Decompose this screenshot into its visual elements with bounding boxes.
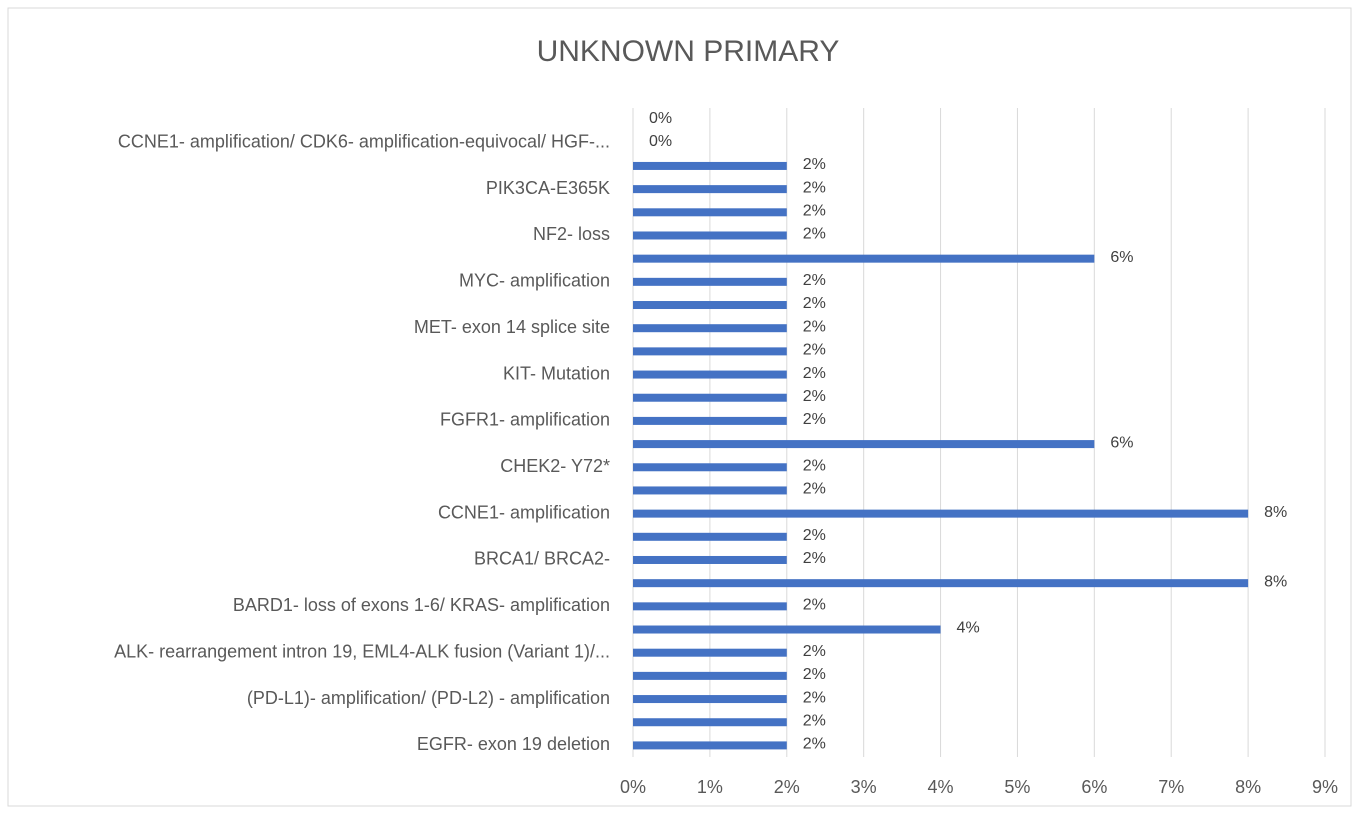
bar — [633, 579, 1249, 588]
x-tick-label: 9% — [1312, 777, 1338, 797]
data-label: 4% — [957, 620, 980, 637]
bar — [633, 486, 787, 495]
x-tick-label: 0% — [620, 777, 646, 797]
y-tick-label: (PD-L1)- amplification/ (PD-L2) - amplif… — [247, 688, 610, 708]
bar — [633, 741, 787, 750]
y-tick-label: PIK3CA-E365K — [486, 178, 610, 198]
bar — [633, 532, 787, 541]
data-label: 0% — [649, 110, 672, 127]
x-tick-label: 6% — [1081, 777, 1107, 797]
y-tick-label: NF2- loss — [533, 224, 610, 244]
data-label: 2% — [803, 457, 826, 474]
data-label: 2% — [803, 365, 826, 382]
y-tick-label: CHEK2- Y72* — [500, 456, 610, 476]
y-tick-label: BRCA1/ BRCA2- — [474, 549, 610, 569]
bar — [633, 208, 787, 217]
data-label: 2% — [803, 295, 826, 312]
x-tick-label: 4% — [928, 777, 954, 797]
bar — [633, 185, 787, 194]
chart-border — [7, 7, 1352, 807]
x-tick-label: 2% — [774, 777, 800, 797]
data-label: 2% — [803, 203, 826, 220]
data-label: 2% — [803, 689, 826, 706]
data-label: 2% — [803, 179, 826, 196]
bar — [633, 301, 787, 310]
bar — [633, 254, 1095, 263]
y-tick-label: MET- exon 14 splice site — [414, 317, 610, 337]
y-tick-label: FGFR1- amplification — [440, 410, 610, 430]
data-label: 6% — [1110, 249, 1133, 266]
y-tick-label: KIT- Mutation — [503, 363, 610, 383]
bar — [633, 370, 787, 379]
data-label: 2% — [803, 527, 826, 544]
bar — [633, 648, 787, 657]
data-label: 2% — [803, 666, 826, 683]
y-tick-label: EGFR- exon 19 deletion — [417, 734, 610, 754]
data-label: 2% — [803, 156, 826, 173]
x-tick-label: 5% — [1004, 777, 1030, 797]
bar — [633, 625, 941, 634]
x-tick-label: 7% — [1158, 777, 1184, 797]
bar — [633, 463, 787, 472]
bar — [633, 695, 787, 704]
data-label: 2% — [803, 481, 826, 498]
data-label: 2% — [803, 342, 826, 359]
x-tick-label: 3% — [851, 777, 877, 797]
bar — [633, 602, 787, 611]
y-tick-label: CCNE1- amplification/ CDK6- amplificatio… — [118, 132, 610, 152]
bar — [633, 555, 787, 564]
bar — [633, 718, 787, 727]
y-tick-label: MYC- amplification — [459, 271, 610, 291]
chart-title: UNKNOWN PRIMARY — [537, 35, 840, 68]
data-label: 6% — [1110, 434, 1133, 451]
y-tick-label: BARD1- loss of exons 1-6/ KRAS- amplific… — [233, 595, 610, 615]
data-label: 2% — [803, 643, 826, 660]
y-tick-label: ALK- rearrangement intron 19, EML4-ALK f… — [114, 641, 610, 661]
data-label: 8% — [1264, 504, 1287, 521]
data-label: 2% — [803, 388, 826, 405]
data-label: 2% — [803, 272, 826, 289]
data-label: 8% — [1264, 573, 1287, 590]
data-label: 2% — [803, 226, 826, 243]
data-label: 2% — [803, 318, 826, 335]
x-tick-label: 1% — [697, 777, 723, 797]
bar — [633, 393, 787, 402]
y-tick-label: CCNE1- amplification — [438, 502, 610, 522]
data-label: 2% — [803, 550, 826, 567]
bar — [633, 416, 787, 425]
bar — [633, 277, 787, 286]
data-label: 2% — [803, 712, 826, 729]
bar — [633, 440, 1095, 449]
data-label: 2% — [803, 411, 826, 428]
x-tick-label: 8% — [1235, 777, 1261, 797]
bar — [633, 324, 787, 333]
bar — [633, 231, 787, 240]
data-label: 2% — [803, 597, 826, 614]
bar — [633, 671, 787, 680]
data-label: 2% — [803, 736, 826, 753]
bar — [633, 347, 787, 356]
bar — [633, 161, 787, 170]
bar — [633, 509, 1249, 518]
data-label: 0% — [649, 133, 672, 150]
